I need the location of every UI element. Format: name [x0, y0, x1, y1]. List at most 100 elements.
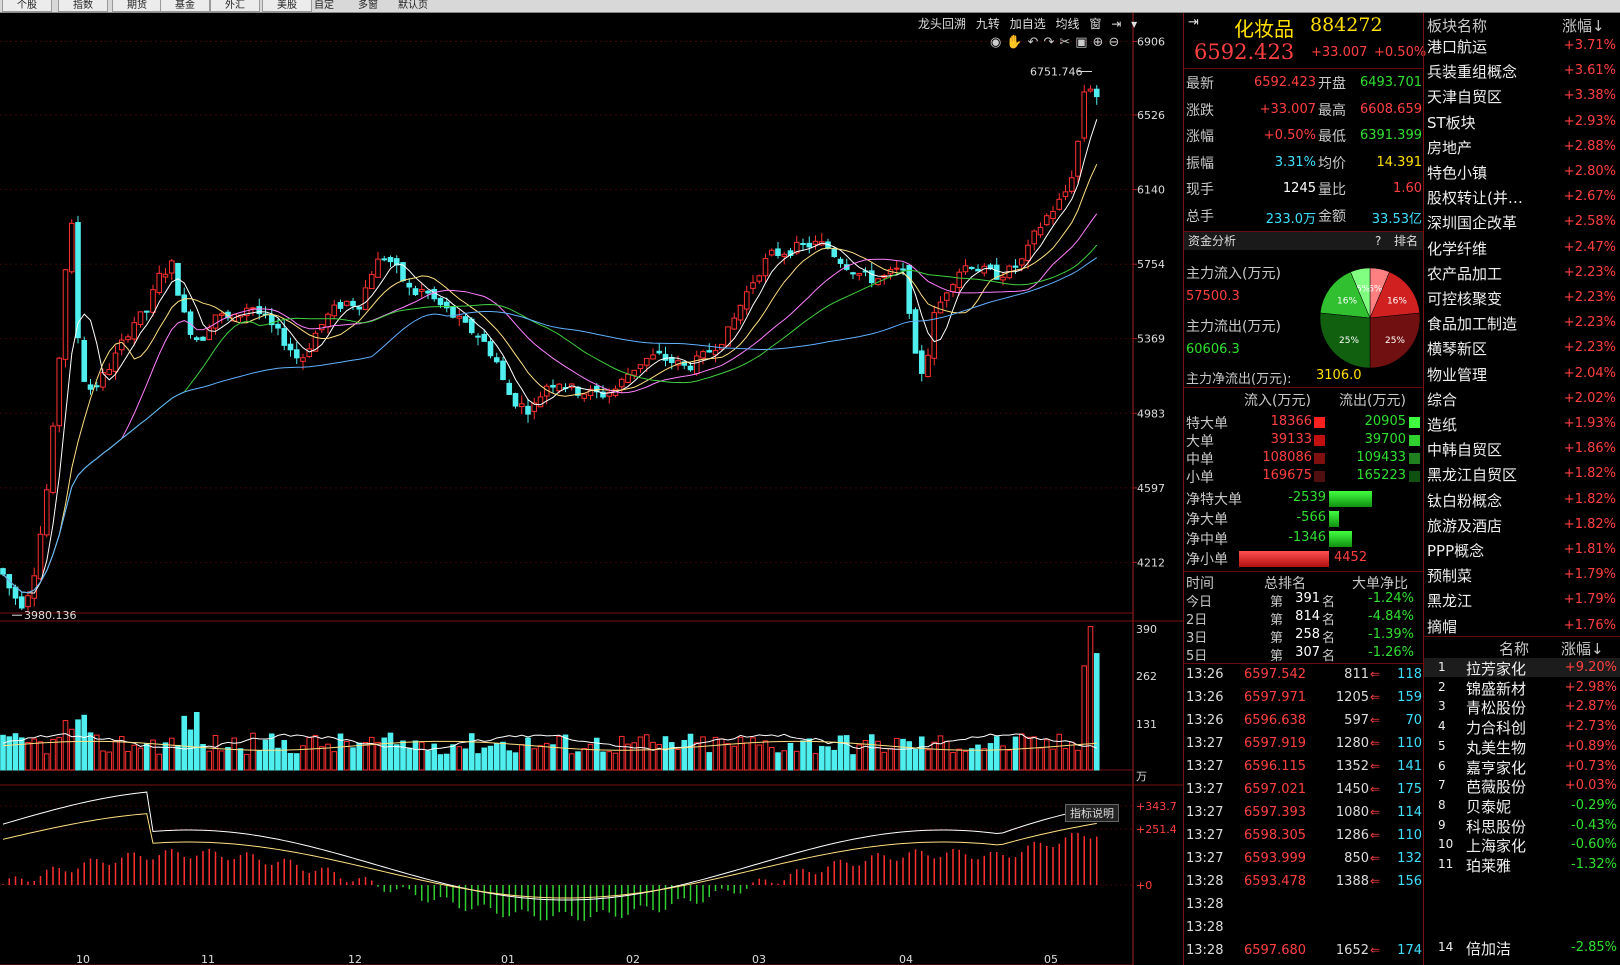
tab-stock[interactable]: 个股: [2, 0, 52, 12]
sector-item-name[interactable]: 深圳国企改革: [1427, 214, 1518, 233]
undo-icon[interactable]: ↶: [1027, 35, 1044, 50]
tick-time: 13:28: [1186, 874, 1224, 889]
hand-icon[interactable]: ✋: [1006, 35, 1028, 50]
volume-bar: [81, 714, 88, 771]
volume-bar: [100, 750, 106, 771]
sector-item-name[interactable]: 黑龙江自贸区: [1427, 466, 1518, 485]
volume-bar: [431, 743, 438, 771]
stock-item-name[interactable]: 锦盛新材: [1466, 679, 1527, 698]
volume-bar: [843, 735, 850, 771]
candle: [731, 312, 738, 331]
link-custom[interactable]: 自定: [314, 0, 334, 11]
candle: [268, 308, 275, 333]
volume-bar: [912, 748, 919, 771]
stock-name-header[interactable]: 名称: [1499, 640, 1530, 658]
sector-item-name[interactable]: PPP概念: [1427, 542, 1485, 560]
sector-item-name[interactable]: 农产品加工: [1427, 264, 1503, 283]
stock-item-name[interactable]: 科思股份: [1466, 817, 1527, 836]
flow-out-value: 165223: [1356, 468, 1406, 483]
selected-row-highlight: [1424, 658, 1620, 677]
sector-item-name[interactable]: ST板块: [1427, 113, 1476, 132]
volume-bar: [256, 750, 263, 771]
sector-item-name[interactable]: 黑龙江: [1427, 592, 1473, 611]
volume-bar: [981, 748, 988, 771]
stock-item-name[interactable]: 贝泰妮: [1466, 797, 1512, 816]
sector-item-name[interactable]: 天津自贸区: [1427, 88, 1503, 107]
stock-item-pct: -0.43%: [1571, 817, 1617, 833]
sector-item-name[interactable]: 兵装重组概念: [1427, 63, 1518, 82]
sector-item-name[interactable]: 物业管理: [1427, 365, 1488, 384]
volume-bar: [181, 715, 188, 771]
dropdown-icon[interactable]: ▾: [1131, 17, 1138, 31]
stock-item-pct: +2.98%: [1564, 679, 1617, 695]
toolbar-nine-turn[interactable]: 九转: [975, 17, 1000, 31]
stock-rank: 14: [1438, 940, 1454, 954]
indicator-help-button[interactable]: 指标说明: [1065, 804, 1119, 822]
kline-chart-area[interactable]: 6906 6526 6140 5754 5369 4983 4597 4212 390 262 13…: [0, 13, 1183, 965]
sector-item-name[interactable]: 可控核聚变: [1427, 290, 1503, 308]
time-axis-label: 10: [76, 953, 90, 965]
stock-item-name[interactable]: 嘉亨家化: [1466, 758, 1527, 777]
sector-name-header[interactable]: 板块名称: [1427, 17, 1488, 35]
eye-icon[interactable]: ◉: [990, 35, 1007, 50]
link-default-page[interactable]: 默认页: [398, 0, 428, 11]
sector-item-name[interactable]: 横琴新区: [1427, 340, 1488, 359]
sector-item-name[interactable]: 中韩自贸区: [1427, 441, 1503, 460]
sector-item-name[interactable]: 预制菜: [1427, 567, 1473, 586]
toolbar-moving-average[interactable]: 均线: [1055, 17, 1080, 31]
tab-us-stock[interactable]: 美股: [262, 0, 312, 12]
tick-direction-icon: ⇐: [1370, 828, 1381, 842]
pin-icon[interactable]: ⇥: [1111, 17, 1122, 31]
sector-item-name[interactable]: 房地产: [1427, 138, 1473, 157]
panel-pin-icon[interactable]: ⇥: [1188, 15, 1199, 30]
sector-item-name[interactable]: 综合: [1427, 390, 1458, 409]
stock-pct-header[interactable]: 涨幅↓: [1561, 640, 1604, 658]
stock-item-name[interactable]: 上海家化: [1466, 837, 1527, 856]
tick-volume: 1388: [1335, 874, 1369, 889]
stat-label: 最低: [1318, 129, 1346, 145]
candle: [81, 336, 88, 383]
tick-price: 6593.999: [1244, 851, 1307, 866]
stock-item-name[interactable]: 倍加洁: [1466, 940, 1512, 958]
tab-index[interactable]: 指数: [58, 0, 108, 12]
rank-button[interactable]: 排名: [1394, 234, 1419, 248]
sector-item-name[interactable]: 摘帽: [1427, 617, 1458, 636]
sector-item-name[interactable]: 港口航运: [1427, 38, 1488, 56]
stock-item-name[interactable]: 拉芳家化: [1466, 660, 1527, 678]
stock-item-name[interactable]: 芭薇股份: [1466, 778, 1527, 797]
tab-fund[interactable]: 基金: [160, 0, 210, 12]
stock-item-name[interactable]: 青松股份: [1466, 699, 1527, 718]
sector-item-name[interactable]: 旅游及酒店: [1427, 516, 1503, 535]
stock-item-name[interactable]: 珀莱雅: [1466, 857, 1512, 875]
tab-futures[interactable]: 期货: [112, 0, 162, 12]
sector-item-name[interactable]: 食品加工制造: [1427, 315, 1518, 334]
net-flow-bar: [1239, 551, 1329, 567]
toolbar-add-watchlist[interactable]: 加自选: [1009, 17, 1046, 31]
sector-item-name[interactable]: 化学纤维: [1427, 239, 1488, 258]
redo-icon[interactable]: ↷: [1043, 35, 1060, 50]
volume-axis-label: 390: [1136, 623, 1157, 636]
volume-bar: [662, 736, 669, 771]
sector-item-name[interactable]: 特色小镇: [1427, 164, 1488, 182]
sector-item-name[interactable]: 钛白粉概念: [1427, 491, 1503, 510]
scissors-icon[interactable]: ✂: [1059, 35, 1076, 50]
zoom-in-icon[interactable]: ⊕: [1092, 35, 1109, 50]
toolbar-window[interactable]: 窗: [1089, 17, 1102, 31]
stock-item-name[interactable]: 力合科创: [1466, 719, 1527, 738]
volume-bar: [906, 741, 913, 771]
sector-item-name[interactable]: 造纸: [1427, 416, 1458, 434]
volume-bar: [562, 734, 569, 771]
tick-time: 13:26: [1186, 667, 1224, 682]
toolbar-leader-replay[interactable]: 龙头回溯: [918, 17, 967, 31]
lock-icon[interactable]: ▣: [1075, 35, 1093, 50]
stat-label: 最高: [1318, 102, 1346, 119]
sector-pct-header[interactable]: 涨幅↓: [1562, 17, 1605, 35]
sector-item-name[interactable]: 股权转让(并…: [1427, 189, 1523, 208]
main-outflow-label: 主力流出(万元): [1186, 319, 1281, 335]
link-multi-window[interactable]: 多窗: [358, 0, 378, 11]
zoom-out-icon[interactable]: ⊖: [1108, 35, 1125, 50]
tab-forex[interactable]: 外汇: [210, 0, 260, 12]
help-icon[interactable]: ?: [1375, 234, 1382, 248]
stock-item-name[interactable]: 丸美生物: [1466, 738, 1527, 757]
tick-direction-icon: ⇐: [1370, 690, 1381, 704]
